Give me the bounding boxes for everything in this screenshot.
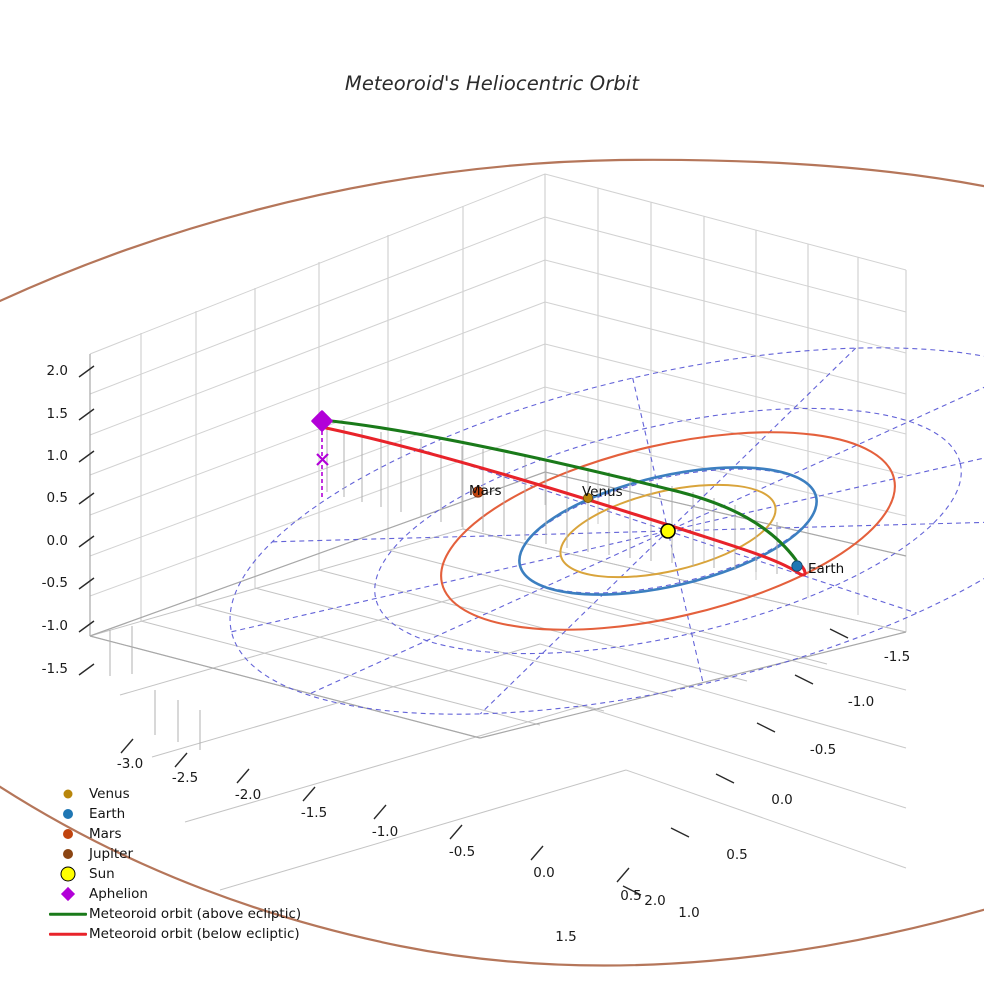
venus-marker-icon <box>47 784 89 804</box>
earth-marker <box>791 560 803 572</box>
green-line-icon <box>47 904 89 924</box>
x-tick-label: 0.5 <box>620 888 642 904</box>
legend-label: Meteoroid orbit (above ecliptic) <box>89 906 302 922</box>
y-tick-label: -1.5 <box>883 649 911 665</box>
legend-label: Meteoroid orbit (below ecliptic) <box>89 926 300 942</box>
x-tick-label: -1.5 <box>300 805 328 821</box>
pane-grid-left <box>89 173 546 637</box>
z-tick-label: -1.0 <box>41 618 68 634</box>
y-tick-label: -1.0 <box>847 694 875 710</box>
legend-label: Aphelion <box>89 886 148 902</box>
mars-marker-icon <box>47 824 89 844</box>
sun-marker-icon <box>47 864 89 884</box>
legend-item-orbit-above: Meteoroid orbit (above ecliptic) <box>47 904 301 924</box>
x-tick-label: -2.5 <box>171 770 199 786</box>
z-tick-label: -0.5 <box>41 575 68 591</box>
x-tick-label: -2.0 <box>234 787 262 803</box>
legend-item-earth: Earth <box>47 804 301 824</box>
x-tick-label: -3.0 <box>116 756 144 772</box>
y-tick-label: -0.5 <box>809 742 837 758</box>
venus-orbit <box>559 483 777 579</box>
jupiter-orbit <box>0 158 984 967</box>
mars-label: Mars <box>469 483 502 499</box>
legend-item-orbit-below: Meteoroid orbit (below ecliptic) <box>47 924 301 944</box>
x-tick-label: -1.0 <box>371 824 399 840</box>
earth-label: Earth <box>808 561 845 577</box>
legend-label: Venus <box>89 786 130 802</box>
earth-orbit <box>518 466 818 596</box>
red-line-icon <box>47 924 89 944</box>
legend-label: Earth <box>89 806 126 822</box>
legend-label: Sun <box>89 866 115 882</box>
legend-item-aphelion: Aphelion <box>47 884 301 904</box>
legend-label: Mars <box>89 826 122 842</box>
y-axis-ticks <box>622 628 849 896</box>
z-tick-label: 2.0 <box>46 363 68 379</box>
z-tick-label: 1.0 <box>46 448 68 464</box>
chart-title: Meteoroid's Heliocentric Orbit <box>344 72 640 95</box>
y-tick-label: 0.5 <box>726 847 748 863</box>
pane-grid-right <box>544 173 907 632</box>
aphelion-marker <box>311 410 333 432</box>
y-tick-label: 2.0 <box>644 893 666 909</box>
y-tick-label: 0.0 <box>771 792 793 808</box>
venus-label: Venus <box>582 484 623 500</box>
z-tick-label: 0.5 <box>46 490 68 506</box>
x-tick-label: 0.0 <box>533 865 555 881</box>
z-tick-label: 1.5 <box>46 406 68 422</box>
venus-marker <box>583 492 594 503</box>
x-axis-ticks <box>120 738 630 883</box>
legend-label: Jupiter <box>89 846 134 862</box>
meteoroid-orbit-above-ecliptic <box>320 418 798 562</box>
y-tick-label: 1.0 <box>678 905 700 921</box>
legend-item-sun: Sun <box>47 864 301 884</box>
y-tick-label: 1.5 <box>555 929 577 945</box>
legend-item-venus: Venus <box>47 784 301 804</box>
z-tick-label: -1.5 <box>41 661 68 677</box>
z-tick-label: 0.0 <box>46 533 68 549</box>
legend-item-mars: Mars <box>47 824 301 844</box>
pane-grid-floor <box>89 528 907 891</box>
z-axis-ticks <box>78 365 95 676</box>
aphelion-marker-icon <box>47 884 89 904</box>
mars-marker <box>472 486 484 498</box>
earth-marker-icon <box>47 804 89 824</box>
legend-item-jupiter: Jupiter <box>47 844 301 864</box>
meteoroid-orbit-below-ecliptic <box>324 426 807 577</box>
x-tick-label: -0.5 <box>448 844 476 860</box>
legend: Venus Earth Mars Jupiter Sun <box>47 784 301 944</box>
aphelion-drop-line <box>316 424 329 500</box>
jupiter-marker-icon <box>47 844 89 864</box>
sun-marker <box>660 523 676 539</box>
mars-orbit <box>440 431 896 631</box>
